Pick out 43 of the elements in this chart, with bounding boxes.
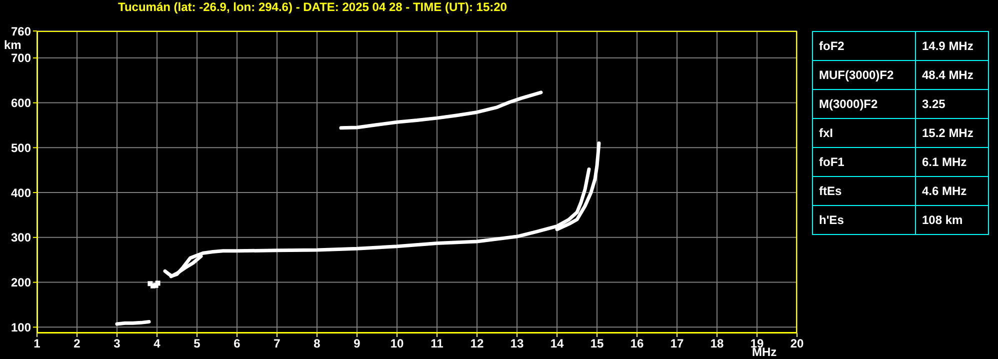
y-tick-label: 500	[10, 140, 32, 155]
x-tick-label: 5	[194, 336, 201, 351]
x-tick-label: 7	[274, 336, 281, 351]
text: 6.1 MHz	[916, 148, 988, 176]
y-axis-title: km	[4, 38, 22, 52]
text: M(3000)F2	[812, 90, 916, 118]
text: 108 km	[916, 206, 988, 234]
text: foF2	[812, 32, 916, 60]
y-tick-label: 300	[10, 230, 32, 245]
text: 4.6 MHz	[916, 176, 988, 206]
x-tick-label: 17	[670, 336, 684, 351]
y-tick-label: 600	[10, 96, 32, 110]
x-tick-label: 3	[114, 336, 121, 351]
x-tick-label: 10	[390, 336, 404, 351]
text: 3.25	[916, 90, 988, 118]
x-tick-label: 11	[430, 336, 444, 351]
x-tick-label: 1	[34, 336, 41, 351]
x-tick-label: 9	[354, 336, 361, 351]
x-tick-label: 14	[550, 336, 564, 351]
x-tick-label: 15	[590, 336, 604, 351]
text: 48.4 MHz	[916, 60, 988, 90]
text: MUF(3000)F2	[812, 60, 916, 90]
text: ftEs	[812, 176, 916, 206]
x-tick-label: 18	[710, 336, 724, 351]
text: foF1	[812, 148, 916, 176]
text: 15.2 MHz	[916, 118, 988, 148]
text: h'Es	[812, 206, 916, 234]
x-tick-label: 16	[630, 336, 644, 351]
x-tick-label: 2	[74, 336, 81, 351]
text: 14.9 MHz	[916, 32, 988, 60]
y-tick-label: 760	[10, 24, 32, 38]
y-tick-label: 100	[10, 320, 32, 334]
x-tick-label: 6	[234, 336, 241, 351]
x-tick-label: 4	[154, 336, 161, 351]
y-tick-label: 700	[10, 51, 32, 66]
y-tick-label: 200	[10, 276, 32, 290]
chart-title: Tucumán (lat: -26.9, lon: 294.6) - DATE: 2025 04 28 - TIME (UT): 15:20	[118, 0, 507, 14]
text: fxI	[812, 118, 916, 148]
x-tick-label: 12	[470, 336, 484, 351]
y-tick-label: 400	[10, 186, 32, 200]
x-tick-label: 13	[510, 336, 524, 351]
x-tick-label: 20	[790, 336, 804, 351]
x-tick-label: 8	[314, 336, 321, 351]
